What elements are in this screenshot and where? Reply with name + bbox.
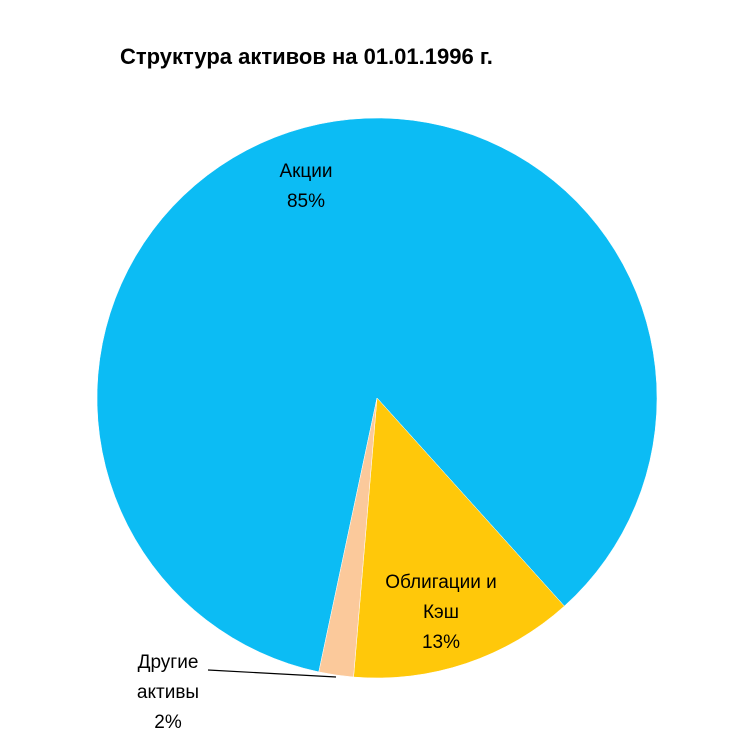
value-label: 13% (421, 632, 461, 653)
chart-title: Структура активов на 01.01.1996 г. (120, 44, 493, 69)
value-label: 85% (286, 191, 326, 212)
pie-slice (353, 397, 565, 679)
leader-line (207, 669, 337, 678)
data-label: Акции 85% (246, 157, 366, 217)
category-label: Другие активы (136, 652, 200, 703)
data-label: Облигации и Кэш 13% (366, 568, 516, 658)
pie-slice (96, 117, 658, 673)
category-label: Облигации и Кэш (385, 572, 497, 623)
data-label: Другие активы 2% (113, 648, 223, 738)
pie-slice (318, 397, 378, 678)
category-label: Акции (279, 161, 333, 182)
value-label: 2% (154, 712, 182, 733)
